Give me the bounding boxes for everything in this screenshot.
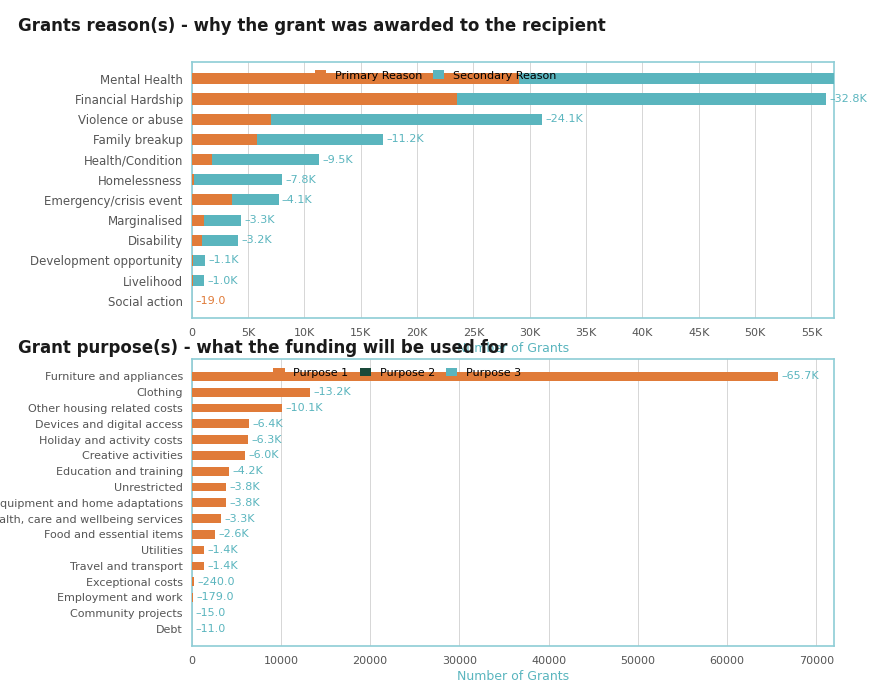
X-axis label: Number of Grants: Number of Grants bbox=[457, 670, 569, 683]
Text: –65.7K: –65.7K bbox=[781, 371, 819, 382]
Bar bbox=[192, 483, 226, 491]
Bar bbox=[192, 114, 270, 124]
Text: –3.3K: –3.3K bbox=[244, 215, 276, 225]
Text: –2.6K: –2.6K bbox=[219, 529, 249, 539]
Text: –6.4K: –6.4K bbox=[252, 419, 283, 429]
Text: –13.2K: –13.2K bbox=[313, 387, 351, 397]
Text: –19.0: –19.0 bbox=[195, 296, 226, 306]
Text: –1.0K: –1.0K bbox=[208, 276, 238, 286]
Text: –15.0: –15.0 bbox=[195, 608, 226, 618]
Text: –24.1K: –24.1K bbox=[546, 114, 583, 124]
Text: –9.5K: –9.5K bbox=[323, 155, 353, 165]
Text: –240.0: –240.0 bbox=[197, 577, 235, 587]
Bar bbox=[192, 451, 245, 460]
Text: –1.4K: –1.4K bbox=[208, 561, 238, 571]
Bar bbox=[257, 134, 384, 145]
Bar bbox=[192, 94, 457, 105]
Text: –179.0: –179.0 bbox=[197, 592, 235, 603]
Bar bbox=[270, 114, 542, 124]
Bar bbox=[202, 235, 238, 246]
Bar bbox=[192, 577, 194, 586]
Bar bbox=[192, 73, 518, 84]
Text: –3.8K: –3.8K bbox=[229, 482, 260, 492]
Text: –4.1K: –4.1K bbox=[282, 195, 312, 205]
Text: –1.1K: –1.1K bbox=[209, 255, 239, 265]
Bar bbox=[192, 546, 204, 555]
Text: –3.2K: –3.2K bbox=[242, 235, 272, 246]
Bar bbox=[192, 388, 310, 397]
Bar bbox=[192, 215, 204, 226]
Bar bbox=[232, 194, 278, 205]
Bar bbox=[518, 73, 892, 84]
Bar bbox=[192, 514, 221, 523]
Bar bbox=[193, 255, 205, 266]
Bar bbox=[192, 194, 232, 205]
Text: –3.8K: –3.8K bbox=[229, 498, 260, 508]
Bar bbox=[192, 593, 194, 602]
Bar bbox=[192, 530, 215, 538]
Text: Grant purpose(s) - what the funding will be used for: Grant purpose(s) - what the funding will… bbox=[18, 339, 508, 356]
Bar bbox=[192, 154, 212, 165]
Bar bbox=[192, 372, 778, 381]
Bar bbox=[192, 275, 193, 286]
Bar bbox=[192, 499, 226, 507]
Text: –6.3K: –6.3K bbox=[252, 434, 282, 445]
Bar bbox=[193, 275, 204, 286]
Text: –1.4K: –1.4K bbox=[208, 545, 238, 555]
Bar bbox=[192, 562, 204, 570]
Bar bbox=[194, 174, 282, 185]
X-axis label: Number of Grants: Number of Grants bbox=[457, 342, 569, 355]
Bar bbox=[204, 215, 242, 226]
Bar bbox=[212, 154, 319, 165]
Bar bbox=[192, 404, 282, 412]
Bar bbox=[192, 419, 249, 428]
Bar bbox=[192, 174, 194, 185]
Bar bbox=[192, 134, 257, 145]
Text: –11.2K: –11.2K bbox=[387, 134, 425, 144]
Text: –11.0: –11.0 bbox=[195, 624, 226, 634]
Text: –10.1K: –10.1K bbox=[285, 403, 323, 413]
Bar bbox=[192, 435, 248, 444]
Text: –3.3K: –3.3K bbox=[225, 514, 255, 523]
Text: Grants reason(s) - why the grant was awarded to the recipient: Grants reason(s) - why the grant was awa… bbox=[18, 17, 606, 35]
Bar bbox=[192, 255, 193, 266]
Text: –6.0K: –6.0K bbox=[249, 450, 279, 460]
Legend: Purpose 1, Purpose 2, Purpose 3: Purpose 1, Purpose 2, Purpose 3 bbox=[270, 365, 524, 382]
Text: –32.8K: –32.8K bbox=[830, 94, 867, 104]
Bar bbox=[457, 94, 826, 105]
Text: –7.8K: –7.8K bbox=[285, 174, 316, 185]
Legend: Primary Reason, Secondary Reason: Primary Reason, Secondary Reason bbox=[311, 67, 560, 84]
Bar bbox=[192, 467, 229, 475]
Text: –4.2K: –4.2K bbox=[233, 466, 263, 476]
Bar bbox=[192, 235, 202, 246]
